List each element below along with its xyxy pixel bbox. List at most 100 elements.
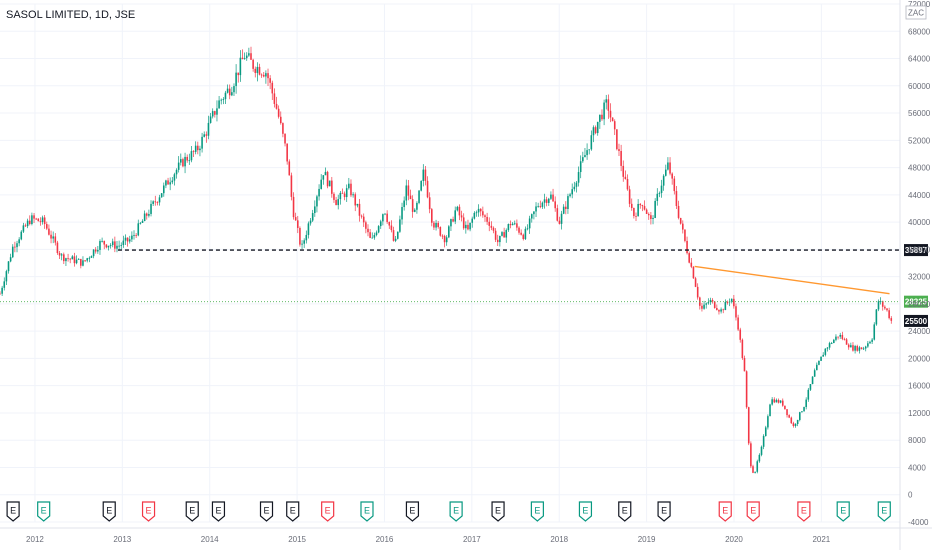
candle-body (645, 209, 648, 215)
candle-body (830, 343, 833, 344)
candle-body (141, 221, 144, 223)
candle-body (488, 221, 491, 226)
candle-body (569, 194, 571, 197)
candle-body (513, 223, 516, 225)
candle-body (616, 129, 618, 150)
candle-body (550, 194, 552, 199)
candle-body (290, 175, 293, 197)
candle-body (754, 471, 756, 473)
earnings-event-marker[interactable]: E (185, 501, 199, 522)
earnings-event-marker[interactable]: E (321, 501, 335, 522)
candle-body (377, 226, 380, 233)
candle-body (90, 256, 93, 258)
candle-body (760, 446, 763, 455)
earnings-event-marker[interactable]: E (877, 501, 891, 522)
candle-body (226, 88, 229, 93)
earnings-event-marker[interactable]: E (259, 501, 274, 522)
candle-body (399, 219, 401, 232)
candle-body (592, 127, 595, 136)
candle-body (677, 205, 680, 218)
candle-body (160, 193, 163, 198)
candle-body (22, 225, 25, 232)
candle-body (260, 74, 263, 76)
earnings-event-label: E (750, 506, 756, 516)
candle-body (737, 317, 739, 330)
y-tick-label: 36000 (908, 245, 931, 254)
grid (0, 3, 900, 523)
candle-body (756, 461, 759, 472)
earnings-event-marker[interactable]: E (102, 501, 116, 522)
candle-body (369, 232, 371, 238)
candle-body (486, 216, 488, 222)
earnings-event-marker[interactable]: E (718, 501, 732, 522)
candle-body (114, 241, 116, 249)
candle-body (794, 423, 797, 426)
candle-body (167, 180, 169, 185)
earnings-event-marker[interactable]: E (657, 501, 671, 522)
candle-body (41, 217, 44, 223)
earnings-event-marker[interactable]: E (37, 501, 51, 522)
candle-body (362, 216, 365, 223)
candle-body (373, 234, 376, 238)
x-tick-label: 2016 (376, 535, 394, 544)
candle-body (316, 196, 318, 207)
candle-body (267, 73, 269, 79)
candle-body (394, 238, 397, 241)
earnings-event-marker[interactable]: E (405, 501, 420, 522)
earnings-event-label: E (364, 506, 370, 516)
candle-body (703, 304, 705, 309)
earnings-event-label: E (722, 506, 728, 516)
candle-body (630, 203, 633, 209)
candle-body (228, 88, 231, 96)
candle-body (535, 206, 537, 212)
candle-body (711, 299, 714, 302)
candle-body (92, 249, 95, 257)
candle-body (641, 205, 644, 207)
earnings-event-marker[interactable]: E (360, 501, 374, 522)
earnings-event-marker[interactable]: E (836, 501, 850, 522)
candle-body (664, 169, 667, 176)
candle-body (9, 257, 12, 262)
candle-body (888, 310, 890, 319)
candle-body (322, 175, 325, 180)
candle-body (301, 243, 303, 245)
candle-body (241, 57, 244, 60)
earnings-event-marker[interactable]: E (211, 501, 226, 522)
levels: 35897 28325 25500 (0, 244, 928, 327)
earnings-event-marker[interactable]: E (491, 501, 505, 522)
candle-body (97, 249, 99, 252)
candle-body (201, 136, 203, 149)
candle-body (94, 249, 97, 252)
candle-body (328, 180, 331, 187)
candle-body (537, 205, 539, 207)
earnings-event-marker[interactable]: E (449, 501, 463, 522)
earnings-event-marker[interactable]: E (797, 501, 811, 522)
earnings-event-marker[interactable]: E (530, 501, 544, 522)
candle-body (669, 162, 671, 174)
candle-body (282, 123, 284, 134)
candle-body (582, 157, 584, 162)
candle-body (560, 213, 563, 224)
earnings-event-marker[interactable]: E (746, 501, 760, 522)
candle-body (428, 197, 431, 210)
earnings-event-marker[interactable]: E (578, 501, 593, 522)
candle-body (520, 232, 522, 235)
candle-body (156, 202, 159, 204)
earnings-event-marker[interactable]: E (286, 501, 300, 522)
candle-body (784, 405, 786, 410)
candle-body (420, 180, 422, 191)
candle-body (5, 271, 8, 282)
x-tick-label: 2012 (26, 535, 44, 544)
candle-body (343, 193, 346, 198)
candle-body (545, 199, 548, 203)
candle-body (690, 262, 693, 267)
earnings-event-marker[interactable]: E (6, 501, 20, 522)
candle-body (33, 215, 35, 219)
candle-body (188, 160, 191, 162)
earnings-event-marker[interactable]: E (618, 501, 632, 522)
earnings-event-marker[interactable]: E (141, 501, 156, 522)
x-tick-label: 2021 (812, 535, 830, 544)
candle-body (662, 175, 665, 186)
